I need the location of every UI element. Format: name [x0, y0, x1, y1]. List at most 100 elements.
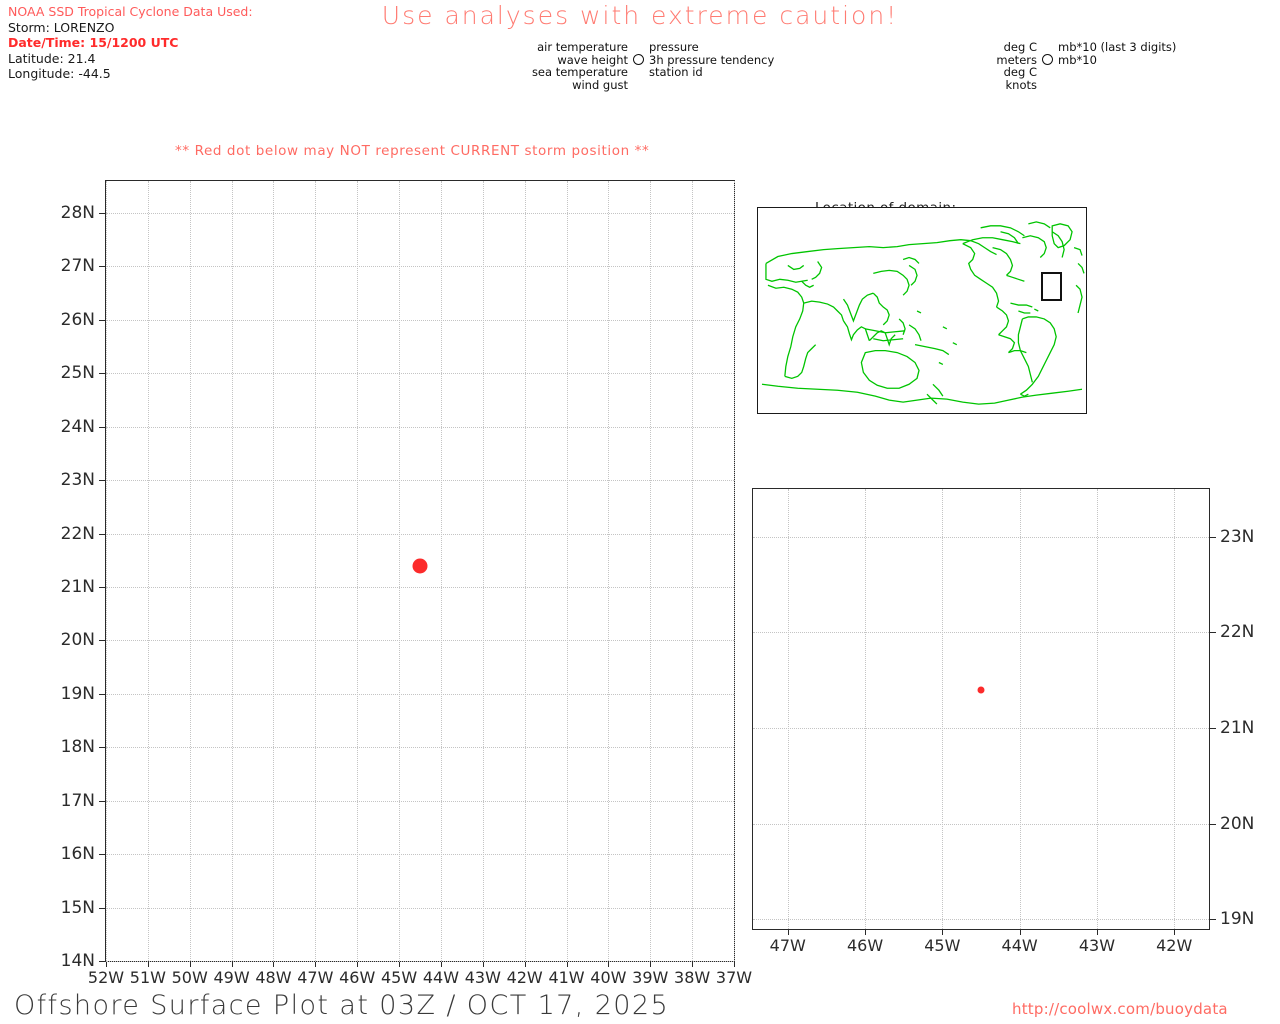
gridline-vertical	[787, 489, 789, 929]
axis-tick-x	[566, 961, 568, 967]
axis-label-y: 14N	[60, 951, 95, 971]
gridline-horizontal	[106, 373, 734, 375]
axis-label-x: 39W	[632, 968, 669, 987]
axis-tick-x	[1096, 929, 1098, 935]
legend-unit-sea-temperature: deg C	[1003, 65, 1037, 80]
axis-label-y: 16N	[60, 844, 95, 865]
axis-label-x: 43W	[464, 968, 501, 987]
axis-label-x: 40W	[590, 968, 627, 987]
axis-label-x: 51W	[129, 968, 166, 987]
gridline-horizontal	[106, 693, 734, 695]
axis-label-y: 23N	[60, 470, 95, 491]
gridline-horizontal	[753, 536, 1209, 538]
gridline-vertical	[734, 181, 735, 961]
axis-tick-y	[99, 587, 106, 589]
axis-label-x: 52W	[87, 968, 125, 987]
axis-tick-x	[608, 961, 610, 967]
gridline-horizontal	[753, 728, 1209, 730]
axis-label-x: 42W	[506, 968, 543, 987]
station-model-units-legend: deg C mb*10 (last 3 digits) meters mb*10…	[985, 41, 1176, 91]
axis-label-x: 45W	[380, 968, 418, 987]
axis-tick-y	[1209, 728, 1216, 730]
red-dot-disclaimer: ** Red dot below may NOT represent CURRE…	[175, 143, 650, 159]
axis-label-x: 44W	[422, 968, 460, 987]
axis-tick-y	[1209, 919, 1216, 921]
axis-label-y: 25N	[60, 363, 95, 384]
storm-position-dot	[977, 686, 985, 694]
gridline-horizontal	[106, 854, 734, 856]
axis-label-y: 17N	[60, 790, 95, 811]
axis-label-x: 42W	[1156, 936, 1193, 955]
gridline-horizontal	[753, 823, 1209, 825]
gridline-horizontal	[753, 919, 1209, 921]
gridline-vertical	[106, 181, 107, 961]
axis-label-y: 20N	[60, 630, 95, 651]
gridline-horizontal	[753, 632, 1209, 634]
axis-tick-x	[440, 961, 442, 967]
gridline-vertical	[692, 181, 694, 961]
latitude-line: Latitude: 21.4	[8, 50, 96, 66]
data-source-line: NOAA SSD Tropical Cyclone Data Used:	[8, 4, 253, 19]
main-domain-plot[interactable]: 52W 51W 50W 49W 48W 47W 46W 45W 44W 43W 42W 41W 40W 3…	[61, 180, 752, 987]
zoom-inset-plot[interactable]: 47W 46W 45W 44W 43W 42W 19N 20N 21N 22N 23N	[752, 488, 1254, 955]
storm-position-dot	[412, 558, 428, 574]
gridline-horizontal	[106, 961, 734, 962]
axis-label-x: 44W	[1001, 936, 1038, 955]
legend-unit-air-temperature: deg C	[1003, 40, 1037, 54]
axis-tick-x	[273, 961, 275, 967]
axis-tick-y	[99, 426, 106, 428]
legend-unit-pressure: mb*10 (last 3 digits)	[1058, 40, 1177, 54]
gridline-vertical	[942, 489, 944, 929]
legend-field-station-id: station id	[649, 65, 703, 80]
axis-tick-y	[1209, 632, 1216, 634]
gridline-horizontal	[106, 266, 734, 268]
axis-label-y: 24N	[60, 416, 95, 437]
axis-tick-x	[357, 961, 359, 967]
gridline-vertical	[566, 181, 568, 961]
axis-tick-y	[99, 961, 106, 962]
axis-tick-y	[99, 213, 106, 215]
gridline-vertical	[273, 181, 275, 961]
axis-tick-y	[99, 747, 106, 749]
axis-tick-y	[99, 907, 106, 909]
axis-label-x: 46W	[339, 968, 376, 987]
gridline-horizontal	[106, 747, 734, 749]
legend-field-pressure-tendency: 3h pressure tendency	[649, 52, 775, 67]
axis-label-y: 21N	[1220, 718, 1255, 739]
gridline-horizontal	[106, 587, 734, 589]
axis-tick-y	[1209, 536, 1216, 538]
axis-label-y: 15N	[60, 897, 95, 918]
axis-label-x: 46W	[846, 936, 884, 955]
axis-tick-y	[99, 480, 106, 482]
gridline-horizontal	[106, 426, 734, 428]
axis-label-x: 47W	[769, 936, 806, 955]
storm-info-header: NOAA SSD Tropical Cyclone Data Used: Sto…	[8, 4, 253, 82]
gridline-vertical	[399, 181, 401, 961]
caution-banner: Use analyses with extreme caution!	[381, 1, 899, 30]
gridline-horizontal	[106, 319, 734, 321]
world-locator-map	[757, 207, 1087, 414]
axis-tick-x	[147, 961, 149, 967]
gridline-vertical	[482, 181, 484, 961]
axis-label-y: 22N	[60, 523, 95, 544]
domain-extent-box	[1041, 272, 1062, 301]
gridline-vertical	[524, 181, 526, 961]
axis-label-y: 26N	[60, 309, 95, 330]
gridline-horizontal	[106, 640, 734, 642]
gridline-horizontal	[106, 907, 734, 909]
legend-unit-wave-height: meters	[996, 52, 1037, 67]
station-model-legend: air temperature pressure wave height 3h …	[520, 41, 774, 91]
axis-tick-x	[106, 961, 107, 967]
axis-label-y: 19N	[60, 683, 95, 704]
storm-name-line: Storm: LORENZO	[8, 19, 115, 35]
axis-label-x: 47W	[297, 968, 334, 987]
axis-label-x: 43W	[1078, 936, 1116, 955]
legend-field-air-temperature: air temperature	[537, 40, 628, 54]
gridline-vertical	[315, 181, 317, 961]
axis-tick-y	[99, 854, 106, 856]
circle-icon	[1042, 54, 1053, 66]
axis-label-y: 21N	[60, 577, 95, 598]
gridline-horizontal	[106, 533, 734, 535]
circle-icon	[633, 54, 644, 66]
legend-field-wind-gust: wind gust	[572, 77, 628, 92]
